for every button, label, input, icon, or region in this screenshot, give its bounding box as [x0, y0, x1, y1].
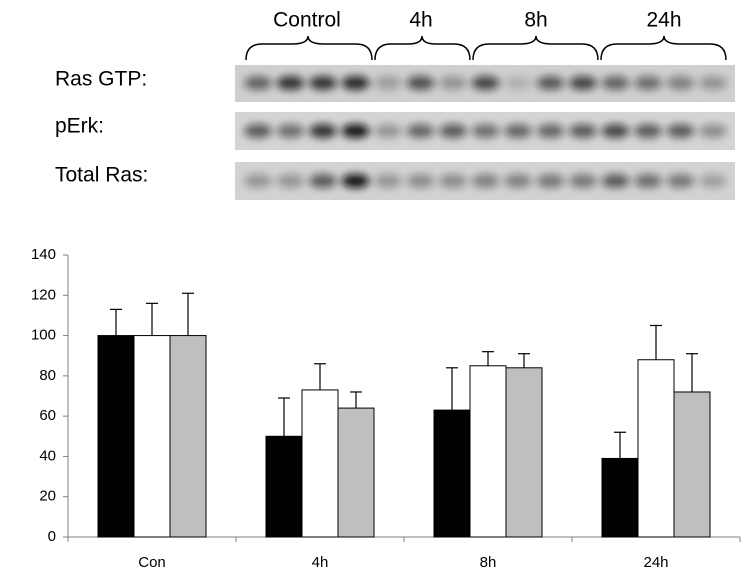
error-bar [614, 431, 626, 459]
blot-band [536, 76, 565, 90]
bar [469, 365, 507, 538]
y-tick-label: 100 [31, 327, 56, 344]
error-bar [350, 391, 362, 409]
western-blot: Control 4h 8h 24h Ras GTP: pErk: Total R… [55, 9, 735, 200]
blot-band [504, 174, 532, 188]
blot-band [276, 124, 305, 138]
y-tick-label: 40 [39, 447, 56, 464]
blot-band [666, 174, 695, 188]
blot-band [276, 174, 305, 188]
error-bar [314, 363, 326, 390]
blot-band [439, 124, 467, 138]
bar [505, 367, 543, 538]
blot-band [699, 76, 727, 90]
blot-band [634, 124, 662, 138]
blot-band [666, 124, 695, 138]
blot-band [634, 76, 662, 90]
bar [97, 335, 135, 538]
error-bar [686, 353, 698, 392]
group-label: Control [273, 9, 341, 32]
x-tick-label: 8h [480, 554, 497, 571]
error-bar [110, 308, 122, 336]
blot-band [406, 76, 435, 90]
blot-band [601, 124, 630, 138]
blot-band [439, 76, 467, 90]
error-bar [278, 397, 290, 437]
blot-band [634, 174, 662, 188]
blot-band [699, 174, 727, 188]
braces [245, 35, 727, 61]
blot-band [244, 124, 272, 138]
blot-band [471, 124, 500, 138]
group-label: 24h [646, 9, 681, 32]
blot-band [504, 124, 532, 138]
blot-band [341, 174, 370, 188]
y-tick-label: 60 [39, 407, 56, 424]
bar [265, 435, 303, 538]
error-bar [446, 367, 458, 411]
bar [601, 457, 639, 538]
blot-band [341, 76, 370, 90]
blot-band [374, 174, 402, 188]
blot-band [309, 76, 337, 90]
row-label: Total Ras: [55, 164, 148, 187]
y-tick-label: 20 [39, 488, 56, 505]
blot-band [666, 76, 695, 90]
bar [337, 407, 375, 538]
blot-band [309, 174, 337, 188]
blot-band [244, 174, 272, 188]
bar [133, 335, 171, 538]
blot-band [569, 174, 597, 188]
brace [374, 35, 471, 61]
brace [600, 35, 727, 61]
blot-band [536, 174, 565, 188]
bar [301, 389, 339, 538]
bar [169, 335, 207, 538]
blot-band [536, 124, 565, 138]
error-bar [146, 302, 158, 336]
x-tick-label: 4h [312, 554, 329, 571]
brace [245, 35, 373, 61]
blot-band [601, 76, 630, 90]
error-bar [518, 353, 530, 368]
group-label: 4h [409, 9, 432, 32]
blot-band [439, 174, 467, 188]
brace [472, 35, 599, 61]
y-tick-label: 140 [31, 246, 56, 263]
blot-band [504, 76, 532, 90]
blot-band [471, 174, 500, 188]
error-bar [182, 292, 194, 336]
blot-band [406, 124, 435, 138]
row-label: pErk: [55, 115, 104, 138]
blot-band [406, 174, 435, 188]
bar [637, 359, 675, 538]
blot-band [569, 76, 597, 90]
y-tick-label: 80 [39, 367, 56, 384]
blot-band [699, 124, 727, 138]
bar [673, 391, 711, 538]
blot-band [341, 124, 370, 138]
row-label: Ras GTP: [55, 68, 147, 91]
blot-band [276, 76, 305, 90]
group-label: 8h [524, 9, 547, 32]
x-tick-label: 24h [643, 554, 668, 571]
y-tick-label: 0 [48, 528, 56, 545]
bar [433, 409, 471, 538]
y-tick-label: 120 [31, 286, 56, 303]
error-bar [482, 351, 494, 366]
error-bar [650, 324, 662, 360]
blot-band [309, 124, 337, 138]
blot-band [471, 76, 500, 90]
blot-band [244, 76, 272, 90]
blot-band [601, 174, 630, 188]
x-tick-label: Con [138, 554, 166, 571]
blot-band [569, 124, 597, 138]
blot-band [374, 76, 402, 90]
blot-band [374, 124, 402, 138]
